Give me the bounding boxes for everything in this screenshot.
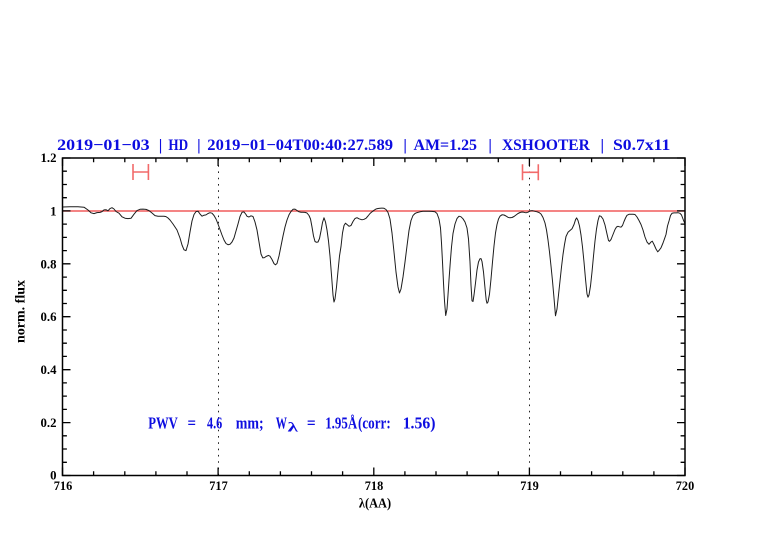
svg-text:718: 718 [365,479,383,493]
svg-text:λ: λ [288,421,299,436]
svg-text:0.4: 0.4 [41,363,58,377]
svg-text:norm. flux: norm. flux [13,280,28,343]
svg-text:2019−01−03: 2019−01−03 [57,137,150,154]
svg-text:HD: HD [168,137,188,154]
svg-text:S0.7x11: S0.7x11 [613,137,670,154]
svg-text:W: W [276,414,288,433]
svg-text:λ(AA): λ(AA) [359,496,391,511]
svg-text:|: | [159,137,163,154]
svg-text:1.2: 1.2 [41,151,57,165]
svg-text:mm;: mm; [236,414,264,433]
svg-text:1.95Å: 1.95Å [325,414,357,433]
svg-text:=: = [307,414,316,433]
svg-text:|: | [403,137,407,154]
svg-text:AM=1.25: AM=1.25 [414,137,478,154]
svg-text:1: 1 [50,205,56,219]
svg-text:PWV: PWV [148,414,178,433]
svg-text:2019−01−04T00:40:27.589: 2019−01−04T00:40:27.589 [207,137,393,154]
svg-text:717: 717 [209,479,227,493]
svg-text:720: 720 [676,479,694,493]
svg-text:716: 716 [54,479,72,493]
svg-text:4.6: 4.6 [207,414,222,433]
svg-text:|: | [197,137,201,154]
svg-text:0.2: 0.2 [41,416,57,430]
svg-text:(corr:: (corr: [358,414,391,433]
svg-text:0.8: 0.8 [41,257,57,271]
svg-text:|: | [601,137,605,154]
svg-text:0.6: 0.6 [41,310,58,324]
svg-text:0: 0 [50,469,56,483]
svg-text:|: | [488,137,492,154]
svg-text:XSHOOTER: XSHOOTER [502,137,590,154]
svg-text:1.56): 1.56) [403,414,436,433]
svg-text:719: 719 [520,479,538,493]
svg-text:=: = [188,414,197,433]
